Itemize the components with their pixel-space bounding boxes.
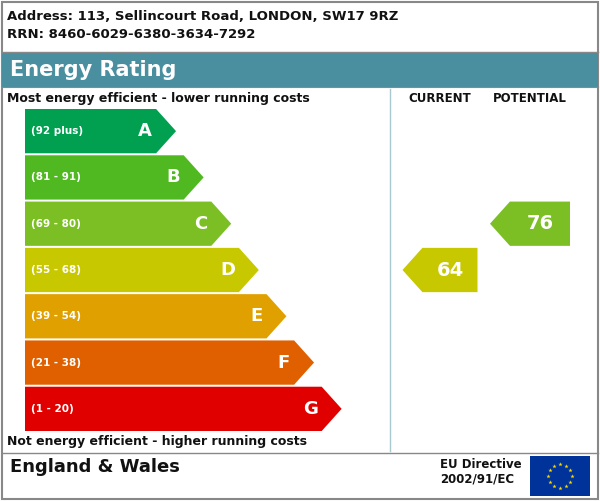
Polygon shape	[490, 201, 570, 246]
Text: Energy Rating: Energy Rating	[10, 60, 176, 80]
Polygon shape	[403, 248, 478, 292]
Text: A: A	[138, 122, 152, 140]
Bar	[2, 52, 598, 87]
Text: C: C	[194, 215, 208, 232]
Text: (1 - 20): (1 - 20)	[31, 404, 74, 414]
Text: (92 plus): (92 plus)	[31, 126, 83, 136]
Polygon shape	[25, 340, 314, 385]
Polygon shape	[25, 294, 286, 339]
Polygon shape	[25, 155, 203, 199]
Text: (21 - 38): (21 - 38)	[31, 358, 81, 368]
Text: (81 - 91): (81 - 91)	[31, 172, 81, 182]
Text: POTENTIAL: POTENTIAL	[493, 92, 567, 105]
Text: RRN: 8460-6029-6380-3634-7292: RRN: 8460-6029-6380-3634-7292	[7, 28, 256, 41]
Text: EU Directive: EU Directive	[440, 458, 521, 471]
Bar	[530, 456, 590, 496]
Text: (39 - 54): (39 - 54)	[31, 311, 81, 321]
Polygon shape	[25, 109, 176, 153]
Text: 76: 76	[526, 214, 554, 233]
Polygon shape	[25, 248, 259, 292]
Text: (55 - 68): (55 - 68)	[31, 265, 81, 275]
Text: G: G	[303, 400, 318, 418]
Text: E: E	[250, 307, 263, 325]
Text: Most energy efficient - lower running costs: Most energy efficient - lower running co…	[7, 92, 310, 105]
Text: Not energy efficient - higher running costs: Not energy efficient - higher running co…	[7, 435, 307, 448]
Text: D: D	[220, 261, 235, 279]
Polygon shape	[25, 201, 231, 246]
Text: (69 - 80): (69 - 80)	[31, 219, 81, 229]
Text: F: F	[278, 354, 290, 372]
Text: CURRENT: CURRENT	[409, 92, 472, 105]
Text: Address: 113, Sellincourt Road, LONDON, SW17 9RZ: Address: 113, Sellincourt Road, LONDON, …	[7, 10, 398, 23]
Text: B: B	[166, 168, 180, 186]
Polygon shape	[25, 387, 341, 431]
Text: England & Wales: England & Wales	[10, 458, 180, 476]
Text: 64: 64	[436, 261, 464, 280]
Text: 2002/91/EC: 2002/91/EC	[440, 473, 514, 486]
